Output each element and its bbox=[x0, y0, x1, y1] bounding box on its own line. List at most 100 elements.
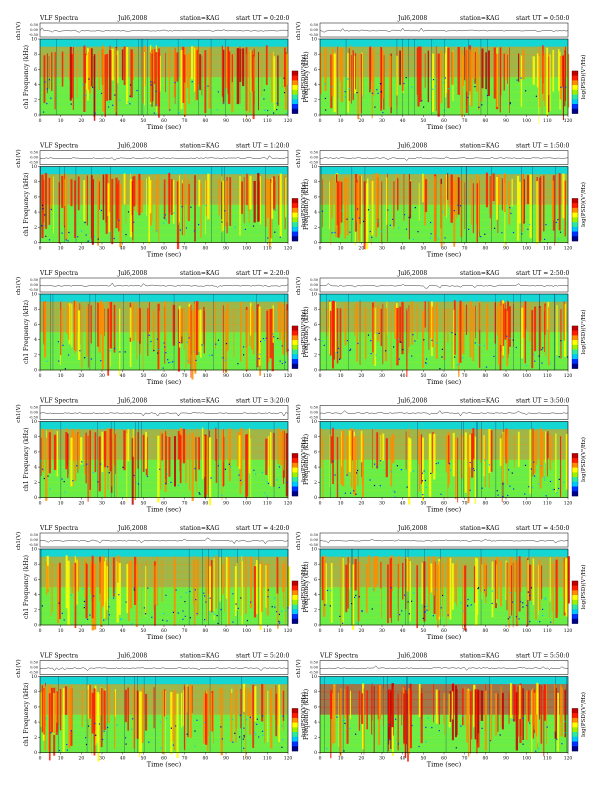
waveform-tick-label: 0.50 bbox=[30, 151, 38, 155]
x-tick-label: 70 bbox=[182, 628, 188, 634]
x-tick-label: 80 bbox=[482, 246, 488, 252]
x-tick-label: 90 bbox=[223, 246, 229, 252]
x-axis-label: Time (sec) bbox=[427, 761, 462, 769]
panel-row3-right: Jul6,2008 station=KAG start UT = 2:50:0 0.50… bbox=[295, 270, 587, 386]
x-tick-label: 60 bbox=[441, 373, 447, 379]
y-tick-label: 4 bbox=[34, 465, 37, 471]
x-axis-label: Time (sec) bbox=[147, 761, 182, 769]
panel-start-ut: 2:50:0 bbox=[550, 270, 569, 277]
x-tick-label: 70 bbox=[182, 756, 188, 762]
x-tick-label: 110 bbox=[263, 756, 272, 762]
x-tick-label: 10 bbox=[338, 501, 344, 507]
colorbar-label: log(PSD)(V²/Hz) bbox=[580, 565, 587, 610]
waveform-tick-label: -0.50 bbox=[309, 671, 318, 675]
x-tick-label: 0 bbox=[319, 628, 322, 634]
panel-station: station=KAG bbox=[460, 270, 499, 277]
x-tick-label: 80 bbox=[202, 118, 208, 124]
y-tick-label: 8 bbox=[314, 562, 317, 568]
x-tick-label: 0 bbox=[319, 756, 322, 762]
y-axis-label: ch1 Frequency (kHz) bbox=[23, 555, 30, 619]
x-tick-label: 20 bbox=[78, 246, 84, 252]
y-tick-label: 0 bbox=[34, 240, 37, 246]
y-tick-label: 2 bbox=[34, 607, 37, 613]
panel-start-prefix: start UT = bbox=[516, 143, 548, 150]
waveform-trace bbox=[319, 538, 569, 544]
panel-station: station=KAG bbox=[180, 143, 219, 150]
x-tick-label: 70 bbox=[182, 118, 188, 124]
x-tick-label: 0 bbox=[319, 246, 322, 252]
x-tick-label: 20 bbox=[78, 756, 84, 762]
colorbar-label: log(PSD)(V²/Hz) bbox=[580, 55, 587, 100]
x-tick-label: 80 bbox=[482, 373, 488, 379]
x-tick-label: 10 bbox=[338, 118, 344, 124]
waveform-ylabel: ch1(V) bbox=[295, 532, 302, 550]
panel-station: station=KAG bbox=[460, 398, 499, 405]
x-tick-label: 90 bbox=[223, 628, 229, 634]
x-tick-label: 10 bbox=[58, 501, 64, 507]
x-tick-label: 90 bbox=[223, 118, 229, 124]
panel-start-ut: 0:50:0 bbox=[550, 15, 569, 22]
x-tick-label: 50 bbox=[140, 373, 146, 379]
x-tick-label: 10 bbox=[338, 246, 344, 252]
x-tick-label: 20 bbox=[358, 118, 364, 124]
x-tick-label: 20 bbox=[358, 756, 364, 762]
x-tick-label: 0 bbox=[39, 118, 42, 124]
waveform-tick-label: 0.00 bbox=[310, 411, 318, 415]
x-tick-label: 20 bbox=[78, 628, 84, 634]
x-axis-label: Time (sec) bbox=[147, 506, 182, 514]
waveform-trace bbox=[39, 27, 289, 33]
panel-start-prefix: start UT = bbox=[236, 270, 268, 277]
x-tick-label: 100 bbox=[522, 756, 531, 762]
x-tick-label: 80 bbox=[482, 756, 488, 762]
x-tick-label: 40 bbox=[120, 246, 126, 252]
panel-header: VLF Spectra bbox=[39, 525, 79, 532]
x-tick-label: 50 bbox=[420, 756, 426, 762]
waveform-tick-label: -0.50 bbox=[29, 33, 38, 37]
y-tick-label: 2 bbox=[314, 607, 317, 613]
x-tick-label: 60 bbox=[161, 246, 167, 252]
y-tick-label: 2 bbox=[34, 352, 37, 358]
waveform-tick-label: -0.50 bbox=[29, 671, 38, 675]
x-tick-label: 80 bbox=[202, 373, 208, 379]
panel-station: station=KAG bbox=[180, 525, 219, 532]
waveform-tick-label: 0.00 bbox=[30, 538, 38, 542]
panel-row1-right: Jul6,2008 station=KAG start UT = 0:50:0 0.50… bbox=[295, 15, 587, 131]
x-tick-label: 120 bbox=[284, 246, 293, 252]
x-tick-label: 20 bbox=[358, 501, 364, 507]
y-tick-label: 4 bbox=[314, 592, 317, 598]
y-axis-label: Frequency (kHz) bbox=[303, 306, 310, 357]
x-tick-label: 40 bbox=[400, 246, 406, 252]
y-axis-label: ch1 Frequency (kHz) bbox=[23, 682, 30, 746]
y-tick-label: 0 bbox=[34, 750, 37, 756]
y-tick-label: 2 bbox=[34, 735, 37, 741]
waveform-ylabel: ch1(V) bbox=[15, 22, 22, 40]
panel-station: station=KAG bbox=[460, 525, 499, 532]
waveform-tick-label: -0.50 bbox=[29, 288, 38, 292]
panel-date: Jul6,2008 bbox=[117, 143, 147, 150]
x-tick-label: 30 bbox=[379, 756, 385, 762]
waveform-ylabel: ch1(V) bbox=[15, 659, 22, 677]
y-tick-label: 6 bbox=[34, 577, 37, 583]
x-tick-label: 50 bbox=[140, 501, 146, 507]
x-tick-label: 0 bbox=[39, 373, 42, 379]
y-tick-label: 6 bbox=[34, 67, 37, 73]
colorbar-label: log(PSD)(V²/Hz) bbox=[300, 55, 307, 100]
x-tick-label: 110 bbox=[543, 373, 552, 379]
x-tick-label: 0 bbox=[319, 501, 322, 507]
waveform-tick-label: -0.50 bbox=[309, 288, 318, 292]
y-tick-label: 2 bbox=[314, 352, 317, 358]
x-tick-label: 60 bbox=[161, 373, 167, 379]
waveform-ylabel: ch1(V) bbox=[295, 659, 302, 677]
y-axis-label: Frequency (kHz) bbox=[303, 434, 310, 485]
x-tick-label: 100 bbox=[242, 373, 251, 379]
panel-station: station=KAG bbox=[460, 653, 499, 660]
x-tick-label: 30 bbox=[99, 756, 105, 762]
y-tick-label: 8 bbox=[314, 179, 317, 185]
x-axis-label: Time (sec) bbox=[427, 633, 462, 641]
y-tick-label: 10 bbox=[31, 419, 37, 425]
panel-date: Jul6,2008 bbox=[117, 15, 147, 22]
y-tick-label: 2 bbox=[314, 97, 317, 103]
y-tick-label: 2 bbox=[34, 97, 37, 103]
y-axis-label: ch1 Frequency (kHz) bbox=[23, 427, 30, 491]
y-tick-label: 4 bbox=[34, 82, 37, 88]
